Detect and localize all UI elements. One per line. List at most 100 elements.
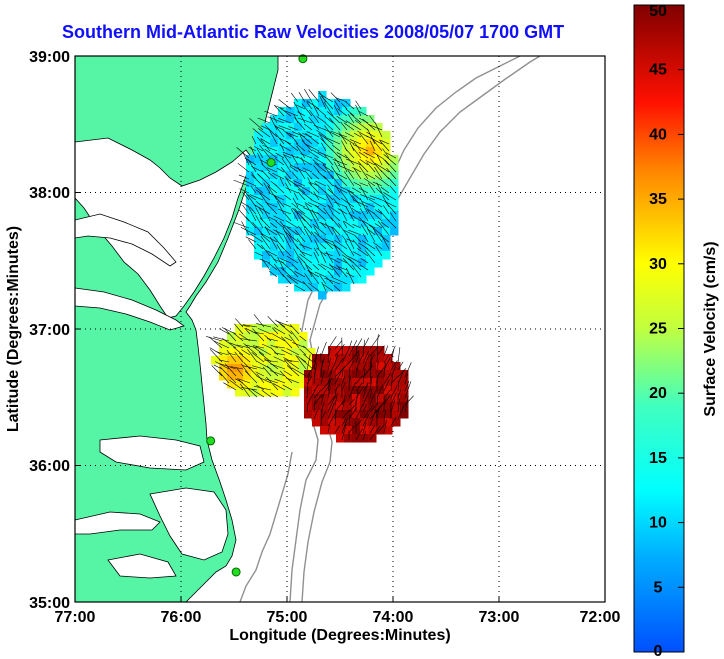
velocity-cell: [310, 155, 319, 164]
velocity-vector: [306, 101, 313, 110]
velocity-vector: [302, 167, 313, 173]
velocity-vector: [224, 328, 237, 342]
colorbar-ticks: 0 5 10 15 20 25 30 35 40 45 50: [649, 3, 684, 659]
velocity-cell: [246, 187, 255, 196]
velocity-cell: [299, 380, 308, 389]
velocity-vector: [305, 132, 320, 145]
velocity-vector: [282, 224, 292, 229]
velocity-vector: [358, 111, 369, 117]
chesapeake-bay: [75, 137, 253, 319]
velocity-vector: [306, 362, 317, 378]
velocity-vector: [362, 404, 367, 413]
velocity-cell: [350, 139, 359, 148]
velocity-vector: [245, 216, 257, 229]
velocity-cell: [262, 219, 271, 228]
velocity-vector: [280, 166, 292, 180]
velocity-vector: [313, 394, 323, 406]
velocity-vector: [306, 131, 320, 138]
velocity-cell: [350, 195, 359, 204]
velocity-vector: [348, 407, 357, 420]
velocity-vector: [257, 173, 271, 187]
velocity-cell: [342, 163, 351, 172]
velocity-cell: [366, 163, 375, 172]
velocity-vector: [359, 133, 369, 145]
velocity-vector: [282, 273, 292, 285]
velocity-cell: [270, 259, 279, 268]
velocity-cell: [326, 235, 335, 244]
velocity-vector: [397, 389, 401, 399]
velocity-cell: [392, 370, 401, 379]
velocity-vector: [383, 345, 389, 357]
velocity-cell: [310, 267, 319, 276]
velocity-vector: [260, 233, 271, 243]
velocity-vector: [348, 381, 357, 399]
velocity-vector: [343, 220, 355, 229]
velocity-vector: [284, 213, 292, 222]
velocity-cell: [246, 219, 255, 228]
velocity-cell: [374, 211, 383, 220]
velocity-vector: [334, 244, 348, 257]
velocity-cell: [275, 372, 284, 381]
velocity-vector: [275, 229, 285, 243]
velocity-vector: [284, 336, 293, 342]
velocity-vector: [340, 121, 348, 131]
velocity-cell: [312, 370, 321, 379]
velocity-cell: [368, 410, 377, 419]
velocity-vector: [362, 404, 374, 420]
velocity-vector: [348, 340, 352, 350]
velocity-cell: [262, 195, 271, 204]
velocity-vector: [390, 374, 393, 392]
velocity-cell: [294, 227, 303, 236]
velocity-vector: [334, 369, 343, 385]
velocity-cell: [283, 380, 292, 389]
velocity-cell: [382, 195, 391, 204]
velocity-vector: [297, 117, 313, 124]
velocity-vector: [359, 159, 369, 166]
velocity-cell: [382, 251, 391, 260]
velocity-cell: [400, 402, 409, 411]
velocity-vector: [354, 234, 362, 243]
velocity-cell: [358, 211, 367, 220]
velocity-vector: [245, 236, 257, 243]
velocity-vector: [327, 336, 337, 350]
velocity-cell: [358, 259, 367, 268]
velocity-cell: [262, 211, 271, 220]
velocity-vector: [332, 159, 348, 166]
velocity-cell: [374, 227, 383, 236]
velocity-vector: [264, 378, 279, 384]
velocity-vector: [286, 255, 299, 264]
velocity-vector: [316, 116, 327, 124]
map-title: Southern Mid-Atlantic Raw Velocities 200…: [62, 22, 565, 42]
velocity-vector: [280, 336, 293, 349]
velocity-vector: [291, 202, 306, 215]
velocity-cell: [294, 275, 303, 284]
velocity-vector: [297, 191, 306, 201]
velocity-vector: [362, 431, 367, 441]
velocity-vector: [304, 228, 313, 243]
velocity-cell: [392, 386, 401, 395]
velocity-vector: [382, 199, 397, 208]
velocity-cell: [342, 219, 351, 228]
velocity-vector: [298, 210, 313, 222]
velocity-vector: [323, 175, 334, 187]
velocity-vector: [334, 387, 337, 399]
velocity-cell: [320, 426, 329, 435]
velocity-vector: [369, 424, 376, 434]
velocity-cell: [227, 332, 236, 341]
velocity-cell: [219, 340, 228, 349]
velocity-vector: [362, 382, 369, 399]
velocity-cell: [318, 195, 327, 204]
velocity-vector: [362, 354, 370, 371]
velocity-vector: [292, 342, 307, 349]
velocity-vector: [334, 416, 337, 427]
velocity-vector: [369, 403, 379, 413]
velocity-cell: [278, 123, 287, 132]
velocity-vector: [366, 161, 376, 173]
velocity-vector: [340, 208, 348, 222]
velocity-vector: [376, 425, 385, 434]
velocity-vector: [320, 360, 323, 378]
velocity-cell: [374, 179, 383, 188]
velocity-cell: [350, 147, 359, 156]
velocity-cell: [376, 418, 385, 427]
velocity-cell: [310, 99, 319, 108]
